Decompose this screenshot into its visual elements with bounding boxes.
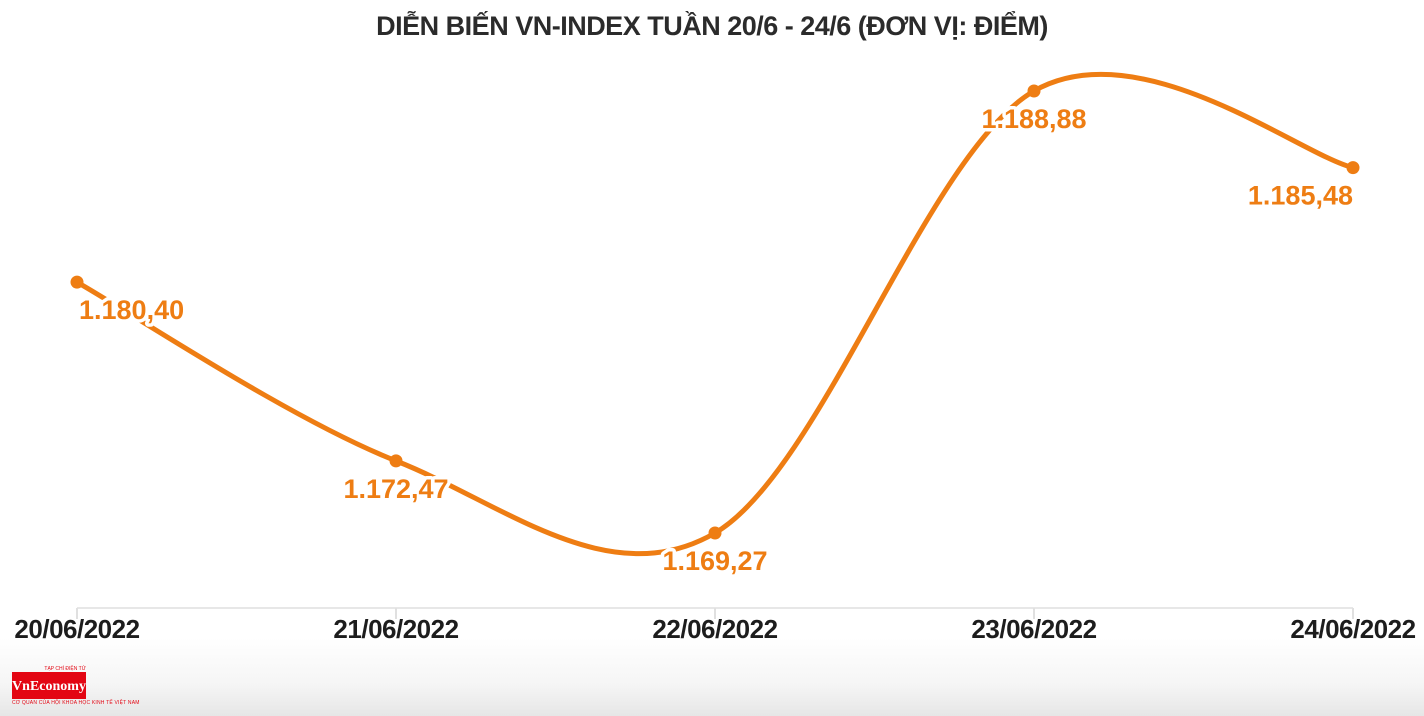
data-point-label: 1.172,47 (343, 474, 448, 504)
chart-title: DIỄN BIẾN VN-INDEX TUẦN 20/6 - 24/6 (ĐƠN… (376, 11, 1048, 41)
vneconomy-logo: TẠP CHÍ ĐIỆN TỬ VnEconomy CƠ QUAN CỦA HỘ… (12, 666, 140, 706)
logo-box: VnEconomy (12, 672, 86, 699)
logo-tagline: CƠ QUAN CỦA HỘI KHOA HỌC KINH TẾ VIỆT NA… (12, 700, 140, 706)
data-point (70, 275, 84, 289)
data-point (708, 526, 722, 540)
data-point (1027, 84, 1041, 98)
logo-wordmark: VnEconomy (12, 678, 86, 694)
data-point (389, 454, 403, 468)
data-point (1346, 161, 1360, 175)
footer-gradient-band (0, 638, 1424, 716)
logo-top-text: TẠP CHÍ ĐIỆN TỬ (44, 666, 86, 672)
data-point-label: 1.185,48 (1248, 181, 1353, 211)
data-point-label: 1.180,40 (79, 295, 184, 325)
data-point-label: 1.169,27 (662, 546, 767, 576)
data-point-label: 1.188,88 (981, 104, 1086, 134)
vn-index-series-line (74, 71, 1356, 557)
